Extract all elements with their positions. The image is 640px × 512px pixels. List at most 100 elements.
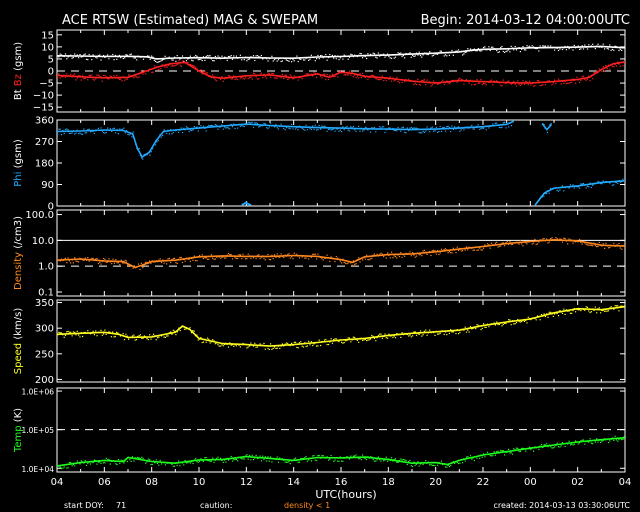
series-point-temp (249, 454, 251, 457)
series-point-density (567, 243, 569, 245)
series-point-temp (252, 459, 255, 461)
series-point-bt (369, 53, 372, 55)
series-point-bz (394, 79, 397, 81)
series-point-temp (126, 460, 128, 463)
series-point-temp (437, 464, 439, 466)
series-point-temp (121, 460, 124, 462)
series-point-temp (369, 456, 372, 458)
series-point-bt (547, 45, 549, 47)
series-point-bz (602, 66, 604, 68)
series-point-bz (79, 75, 81, 77)
series-point-temp (589, 438, 591, 440)
series-point-phi (393, 130, 395, 132)
series-point-speed (68, 331, 70, 333)
series-point-bz (434, 81, 436, 84)
series-point-speed (406, 333, 408, 336)
series-point-bz (360, 76, 362, 79)
series-point-density (87, 257, 89, 259)
series-point-density (351, 264, 353, 266)
series-point-density (577, 241, 579, 243)
series-point-speed (245, 343, 247, 345)
series-point-density (108, 258, 110, 260)
series-point-density (188, 258, 190, 260)
series-point-temp (84, 459, 86, 462)
series-point-speed (271, 348, 273, 350)
series-point-phi (397, 126, 399, 129)
series-point-bz (78, 75, 80, 77)
series-point-bz (87, 79, 89, 81)
series-point-bz (479, 82, 481, 84)
series-point-density (609, 246, 611, 249)
y-axis-label-part: (K) (13, 408, 24, 426)
series-point-bz (494, 81, 496, 83)
series-point-speed (433, 332, 435, 334)
series-point-bt (72, 56, 74, 59)
series-point-temp (300, 458, 302, 460)
series-point-speed (431, 331, 433, 333)
series-point-bt (310, 54, 312, 56)
series-point-temp (70, 461, 72, 464)
series-point-temp (192, 462, 194, 465)
series-point-phi (446, 126, 448, 128)
series-point-temp (561, 442, 564, 444)
series-point-density (235, 257, 237, 260)
series-point-speed (368, 339, 370, 341)
series-point-speed (82, 335, 84, 338)
series-point-temp (83, 462, 85, 464)
series-point-bt (363, 55, 365, 57)
series-point-density (529, 241, 531, 243)
series-point-bt (351, 54, 353, 56)
series-point-phi (172, 131, 174, 134)
series-point-density (318, 255, 320, 257)
series-point-phi (142, 158, 144, 160)
series-point-bz (559, 79, 561, 81)
series-point-phi (189, 129, 191, 131)
series-point-bt (479, 50, 481, 52)
series-point-temp (142, 457, 144, 459)
series-point-bz (581, 76, 583, 78)
series-point-bt (394, 56, 397, 58)
series-point-bz (238, 75, 240, 77)
series-point-bz (177, 63, 179, 65)
series-point-temp (372, 458, 374, 461)
series-point-speed (488, 326, 490, 328)
series-point-density (518, 243, 520, 245)
series-point-speed (502, 323, 504, 326)
series-point-temp (383, 460, 385, 462)
series-point-temp (610, 438, 612, 440)
series-point-density (576, 240, 578, 242)
series-point-speed (199, 338, 201, 340)
series-point-speed (147, 339, 149, 341)
series-point-phi (141, 157, 143, 159)
series-point-speed (444, 331, 447, 333)
series-point-phi (585, 187, 587, 189)
series-point-temp (200, 458, 202, 460)
series-point-speed (614, 305, 616, 307)
series-point-phi (452, 128, 454, 131)
series-point-phi (293, 126, 295, 128)
series-point-phi (204, 127, 206, 129)
series-point-phi (92, 130, 94, 132)
series-point-density (494, 242, 496, 244)
series-point-bt (475, 50, 477, 52)
series-line-density (56, 238, 626, 269)
series-point-bt (414, 55, 416, 57)
series-point-bt (167, 57, 169, 59)
series-point-bt (255, 55, 257, 57)
series-point-bz (398, 82, 401, 84)
series-point-temp (415, 463, 418, 465)
series-point-density (452, 247, 454, 249)
x-tick-label: 20 (429, 477, 442, 488)
panel-frame (56, 209, 626, 297)
series-point-density (301, 256, 303, 258)
series-point-temp (381, 458, 383, 460)
series-point-bz (66, 73, 68, 75)
series-point-speed (206, 337, 209, 339)
series-point-speed (343, 342, 345, 344)
series-point-speed (387, 337, 389, 339)
series-point-phi (435, 126, 437, 128)
series-point-phi (540, 195, 542, 197)
series-point-phi (150, 151, 152, 153)
series-point-phi (375, 131, 377, 133)
series-point-density (444, 248, 447, 250)
